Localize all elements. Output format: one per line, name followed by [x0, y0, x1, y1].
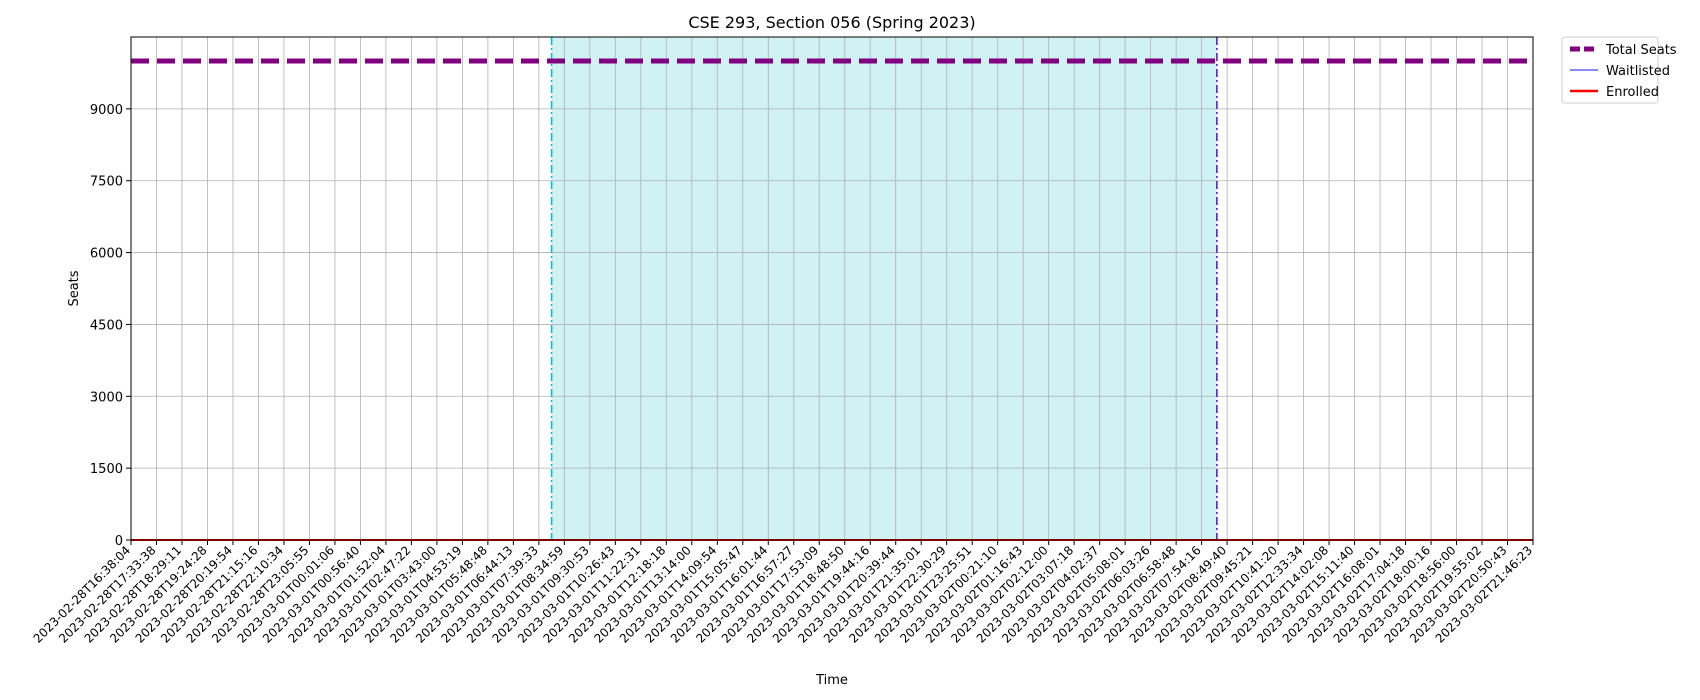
y-axis-label: Seats — [67, 270, 82, 306]
x-axis-label: Time — [815, 673, 848, 688]
legend-box — [1561, 36, 1659, 104]
legend-label: Total Seats — [1605, 43, 1677, 58]
chart-title: CSE 293, Section 056 (Spring 2023) — [688, 13, 975, 32]
grid-lines — [130, 37, 1534, 541]
legend: Total Seats Waitlisted Enrolled — [1561, 36, 1677, 104]
x-ticks: 2023-02-28T16:38:042023-02-28T17:33:3820… — [31, 540, 1535, 646]
y-tick-label: 0 — [115, 534, 123, 549]
y-tick-label: 4500 — [90, 318, 123, 333]
y-tick-label: 6000 — [90, 247, 123, 262]
legend-label: Waitlisted — [1606, 64, 1670, 79]
y-tick-label: 9000 — [90, 103, 123, 118]
y-tick-label: 7500 — [90, 175, 123, 190]
marker-lines — [550, 37, 1218, 540]
plot-frame — [130, 36, 1534, 541]
shaded-interval — [551, 37, 1217, 540]
legend-label: Enrolled — [1606, 85, 1659, 100]
shaded-region — [551, 37, 1217, 540]
y-tick-label: 1500 — [90, 462, 123, 477]
y-tick-label: 3000 — [90, 390, 123, 405]
y-ticks: 0 1500 3000 4500 6000 7500 9000 — [90, 103, 131, 549]
